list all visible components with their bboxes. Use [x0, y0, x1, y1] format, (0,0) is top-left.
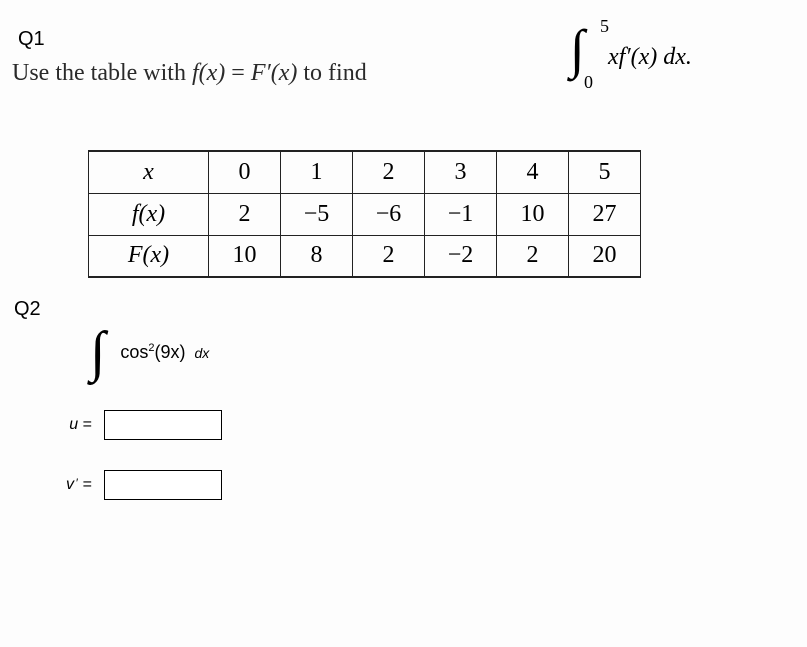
cell: −1	[425, 193, 497, 235]
integral-sign-icon: ∫	[90, 330, 105, 375]
q1-Fprime: F′(x)	[251, 60, 298, 86]
q1-prompt: Use the table with f(x) = F′(x) to find	[12, 60, 367, 87]
cell: 8	[281, 235, 353, 277]
cell: 5	[569, 151, 641, 193]
row-header-fx: f(x)	[89, 193, 209, 235]
prime-icon: ′	[76, 476, 78, 490]
q1-fx: f(x)	[192, 60, 225, 86]
cell: 10	[209, 235, 281, 277]
q2-dx: dx	[195, 345, 210, 361]
table-row: F(x) 10 8 2 −2 2 20	[89, 235, 641, 277]
table-row: x 0 1 2 3 4 5	[89, 151, 641, 193]
cell: 10	[497, 193, 569, 235]
cell: 1	[281, 151, 353, 193]
u-letter: u	[69, 416, 78, 433]
cell: 2	[209, 193, 281, 235]
cell: −2	[425, 235, 497, 277]
q2-integrand: cos2(9x) dx	[120, 342, 209, 363]
vprime-row: v′ =	[56, 470, 222, 500]
cell: −6	[353, 193, 425, 235]
eq-sign: =	[83, 416, 92, 433]
cell: 2	[353, 151, 425, 193]
cell: 3	[425, 151, 497, 193]
vprime-label: v′ =	[56, 476, 92, 494]
integral-sign-icon: ∫	[570, 28, 585, 71]
vprime-input-box[interactable]	[104, 470, 222, 500]
u-label: u =	[56, 416, 92, 434]
u-row: u =	[56, 410, 222, 440]
cell: 4	[497, 151, 569, 193]
v-letter: v	[66, 476, 74, 493]
q2-label: Q2	[14, 298, 41, 321]
table-row: f(x) 2 −5 −6 −1 10 27	[89, 193, 641, 235]
cell: −5	[281, 193, 353, 235]
integral-body: xf′(x) dx.	[608, 44, 692, 71]
cell: 27	[569, 193, 641, 235]
row-header-x: x	[89, 151, 209, 193]
q1-integral: ∫ 5 0 xf′(x) dx.	[570, 20, 585, 63]
cell: 2	[353, 235, 425, 277]
integral-upper: 5	[600, 16, 609, 37]
q2-arg: (9x)	[155, 342, 186, 362]
integral-lower: 0	[584, 72, 593, 93]
data-table: x 0 1 2 3 4 5 f(x) 2 −5 −6 −1 10 27 F(x)…	[88, 150, 641, 278]
cell: 2	[497, 235, 569, 277]
eq-sign: =	[83, 476, 92, 493]
q2-cos: cos	[120, 342, 148, 362]
row-header-Fx: F(x)	[89, 235, 209, 277]
q2-integral: ∫ cos2(9x) dx	[90, 330, 209, 375]
q1-text-prefix: Use the table with	[12, 60, 192, 86]
cell: 0	[209, 151, 281, 193]
q1-eq: =	[225, 60, 251, 86]
q1-text-mid: to find	[297, 60, 366, 86]
q1-label: Q1	[18, 28, 45, 51]
u-input-box[interactable]	[104, 410, 222, 440]
cell: 20	[569, 235, 641, 277]
data-table-wrap: x 0 1 2 3 4 5 f(x) 2 −5 −6 −1 10 27 F(x)…	[88, 150, 641, 278]
